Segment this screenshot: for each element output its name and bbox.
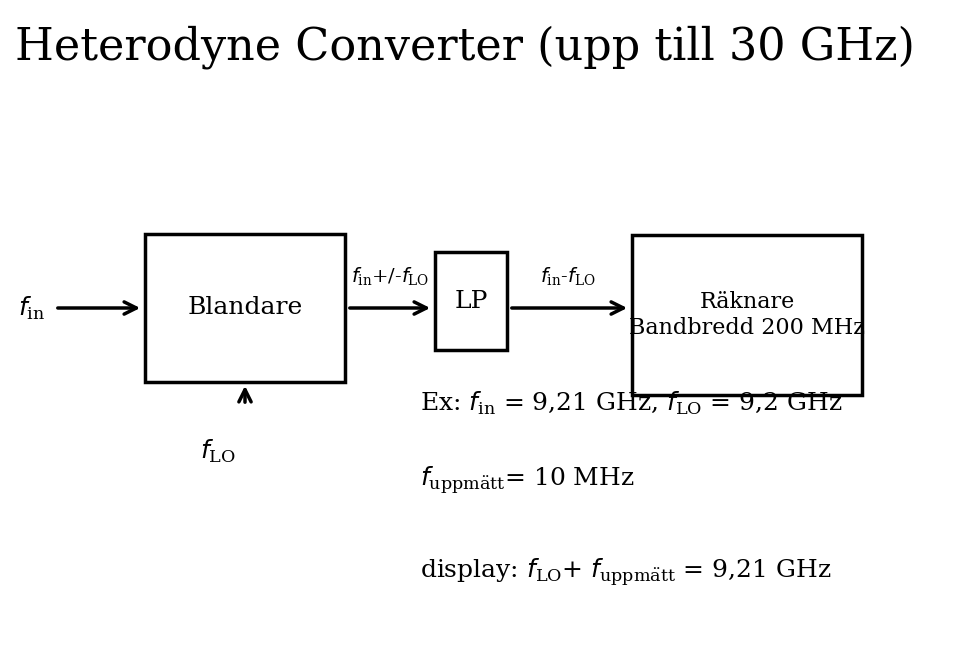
Text: $f_{\mathregular{in}}$: $f_{\mathregular{in}}$ [18, 294, 45, 322]
Bar [632, 235, 862, 395]
Bar [145, 234, 345, 382]
Text: Ex: $f_{\mathregular{in}}$ = 9,21 GHz, $f_{\mathregular{LO}}$ = 9,2 GHz: Ex: $f_{\mathregular{in}}$ = 9,21 GHz, $… [420, 389, 843, 417]
Text: Räknare
Bandbredd 200 MHz: Räknare Bandbredd 200 MHz [629, 291, 865, 339]
Text: $f_{\mathregular{in}}$-$f_{\mathregular{LO}}$: $f_{\mathregular{in}}$-$f_{\mathregular{… [540, 266, 596, 288]
Text: LP: LP [454, 289, 488, 313]
Text: $f_{\mathregular{uppm\"{a}tt}}$= 10 MHz: $f_{\mathregular{uppm\"{a}tt}}$= 10 MHz [420, 464, 635, 496]
Text: Heterodyne Converter (upp till 30 GHz): Heterodyne Converter (upp till 30 GHz) [15, 25, 915, 69]
Text: $f_{\mathregular{in}}$+/-$f_{\mathregular{LO}}$: $f_{\mathregular{in}}$+/-$f_{\mathregula… [350, 266, 429, 288]
Text: Blandare: Blandare [187, 296, 302, 320]
Text: display: $f_{\mathregular{LO}}$+ $f_{\mathregular{uppm\"{a}tt}}$ = 9,21 GHz: display: $f_{\mathregular{LO}}$+ $f_{\ma… [420, 556, 831, 588]
Bar [435, 252, 507, 350]
Text: $f_{\mathregular{LO}}$: $f_{\mathregular{LO}}$ [200, 438, 236, 465]
